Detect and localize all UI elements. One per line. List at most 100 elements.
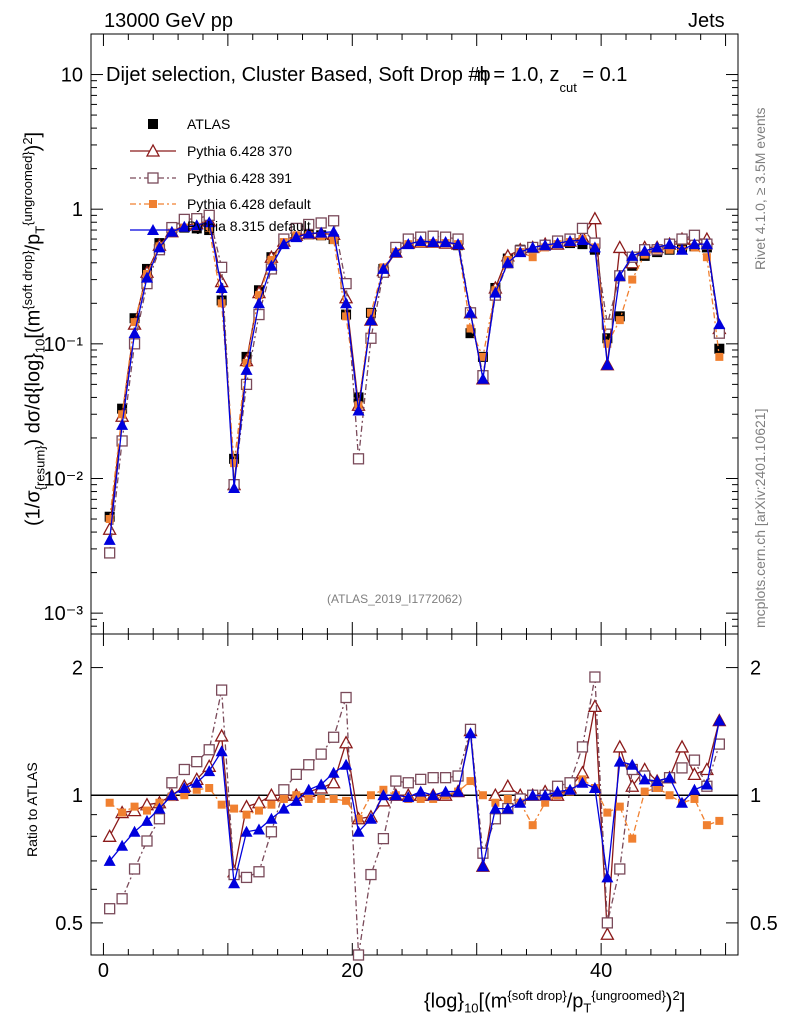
ratio-point-4 xyxy=(514,796,527,808)
main-y-tick-label: 1 xyxy=(72,199,83,221)
ratio-point-4 xyxy=(439,785,452,797)
ratio-point-2 xyxy=(377,832,390,845)
ratio-y-tick-label-right: 1 xyxy=(750,785,761,807)
category-label: Jets xyxy=(688,10,725,32)
rivet-label: Rivet 4.1.0, ≥ 3.5M events xyxy=(752,107,768,270)
ratio-point-4 xyxy=(676,796,689,808)
ratio-point-1 xyxy=(600,926,615,940)
main-point-4 xyxy=(103,533,116,545)
ratio-y-tick-label: 0.5 xyxy=(55,913,83,935)
main-point-4 xyxy=(252,297,265,309)
ratio-point-2 xyxy=(128,863,141,875)
ratio-line-2 xyxy=(109,676,720,956)
main-point-4 xyxy=(601,358,614,370)
ratio-point-4 xyxy=(215,745,228,757)
ratio-point-3 xyxy=(192,785,201,794)
ratio-point-4 xyxy=(489,802,502,814)
main-panel: 10 1 10⁻¹ 10⁻² 10⁻³ xyxy=(44,33,739,635)
main-point-0 xyxy=(117,403,128,414)
ratio-point-2 xyxy=(676,762,688,774)
ratio-point-3 xyxy=(665,791,674,800)
main-point-1 xyxy=(587,211,603,225)
ratio-point-3 xyxy=(503,794,512,803)
main-point-4 xyxy=(178,220,191,232)
analysis-label: (ATLAS_2019_I1772062) xyxy=(327,592,463,606)
ratio-point-3 xyxy=(690,794,699,803)
legend-marker-1 xyxy=(145,143,161,157)
ratio-point-4 xyxy=(452,785,465,797)
main-point-3 xyxy=(230,459,239,468)
main-point-2 xyxy=(601,318,614,330)
main-point-3 xyxy=(528,253,537,262)
ratio-point-2 xyxy=(601,917,614,929)
main-point-4 xyxy=(277,238,290,250)
main-point-2 xyxy=(327,215,340,227)
ratio-y-label: Ratio to ATLAS xyxy=(24,762,40,857)
main-point-2 xyxy=(116,435,128,447)
ratio-point-4 xyxy=(700,778,713,790)
ratio-point-4 xyxy=(613,755,626,767)
main-point-3 xyxy=(366,308,375,317)
ratio-point-4 xyxy=(464,727,477,739)
ratio-point-3 xyxy=(628,834,637,843)
ratio-point-4 xyxy=(539,789,552,801)
ratio-point-3 xyxy=(142,806,151,815)
legend-label-py8: Pythia 8.315 default xyxy=(187,218,311,234)
ratio-point-2 xyxy=(589,671,601,683)
main-point-4 xyxy=(402,238,415,250)
main-point-2 xyxy=(240,378,253,391)
main-point-4 xyxy=(377,262,390,274)
ratio-point-3 xyxy=(653,784,662,793)
main-point-4 xyxy=(476,372,489,384)
main-y-tick-label: 10 xyxy=(61,65,83,87)
ratio-point-2 xyxy=(104,903,116,915)
main-point-4 xyxy=(190,219,203,231)
main-point-4 xyxy=(576,234,589,246)
ratio-point-2 xyxy=(477,847,489,859)
main-point-0 xyxy=(465,328,476,339)
ratio-point-3 xyxy=(342,796,351,805)
main-y-tick-label: 10⁻³ xyxy=(44,603,84,625)
main-point-4 xyxy=(290,231,303,243)
legend-marker-4 xyxy=(147,224,159,235)
legend-marker-0 xyxy=(148,119,158,129)
ratio-point-2 xyxy=(415,773,427,786)
main-point-4 xyxy=(713,318,726,330)
ratio-point-3 xyxy=(528,821,537,830)
ratio-point-4 xyxy=(364,812,377,824)
ratio-point-2 xyxy=(427,772,439,784)
ratio-point-3 xyxy=(317,794,326,803)
plot-title-suffix: = 1.0, z xyxy=(493,64,560,86)
ratio-point-4 xyxy=(277,802,290,814)
ratio-point-2 xyxy=(178,763,190,776)
ratio-point-2 xyxy=(365,868,377,881)
ratio-point-3 xyxy=(267,800,276,809)
main-point-4 xyxy=(140,271,153,283)
ratio-point-2 xyxy=(215,684,228,696)
main-point-4 xyxy=(215,281,228,293)
main-point-4 xyxy=(414,235,427,247)
ratio-point-2 xyxy=(203,744,215,756)
main-point-4 xyxy=(564,235,577,247)
main-point-3 xyxy=(702,253,711,262)
main-point-3 xyxy=(242,359,251,368)
main-point-4 xyxy=(489,286,502,298)
main-point-4 xyxy=(688,238,701,250)
main-point-4 xyxy=(228,481,241,493)
ratio-point-3 xyxy=(640,787,649,796)
main-point-4 xyxy=(128,327,141,339)
ratio-point-2 xyxy=(253,866,265,878)
ratio-point-3 xyxy=(205,784,214,793)
ratio-point-2 xyxy=(265,826,278,838)
ratio-point-1 xyxy=(326,775,341,789)
main-point-3 xyxy=(665,245,674,254)
ratio-point-3 xyxy=(254,806,263,815)
ratio-point-1 xyxy=(102,828,117,842)
legend-marker-3 xyxy=(149,200,157,208)
ratio-point-2 xyxy=(116,893,128,905)
main-point-4 xyxy=(427,236,440,248)
main-point-3 xyxy=(342,312,351,321)
main-point-4 xyxy=(240,363,253,375)
ratio-y-tick-label: 2 xyxy=(72,658,83,680)
main-point-2 xyxy=(365,332,377,344)
